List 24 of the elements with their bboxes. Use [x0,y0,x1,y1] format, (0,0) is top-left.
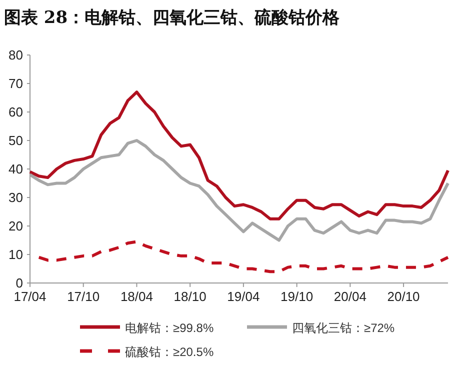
x-tick-label: 19/10 [280,289,314,304]
x-tick-label: 19/04 [227,289,260,304]
x-tick-label: 18/04 [120,289,153,304]
y-tick-label: 10 [8,247,23,262]
y-tick-label: 70 [8,76,23,91]
line-series [37,240,450,274]
legend-label: 四氧化三钴：≥72% [292,321,395,335]
x-tick-label: 18/10 [174,289,206,304]
legend-label: 电解钴：≥99.8% [125,321,214,335]
y-tick-label: 80 [8,48,23,62]
y-tick-label: 60 [8,104,23,120]
y-tick-label: 0 [16,276,23,290]
x-tick-label: 17/04 [14,289,46,304]
y-tick-label: 40 [8,162,23,176]
y-tick-label: 50 [8,133,23,148]
line-series [28,139,450,242]
y-tick-label: 30 [8,190,23,205]
legend-label: 硫酸钴：≥20.5% [125,345,214,359]
x-tick-label: 17/10 [67,289,100,304]
y-tick-label: 20 [8,218,23,234]
x-tick-label: 20/10 [387,289,420,304]
x-tick-label: 20/04 [334,289,366,304]
chart-title: 图表 28：电解钴、四氧化三钴、硫酸钴价格 [4,8,341,28]
line-series [28,90,450,220]
